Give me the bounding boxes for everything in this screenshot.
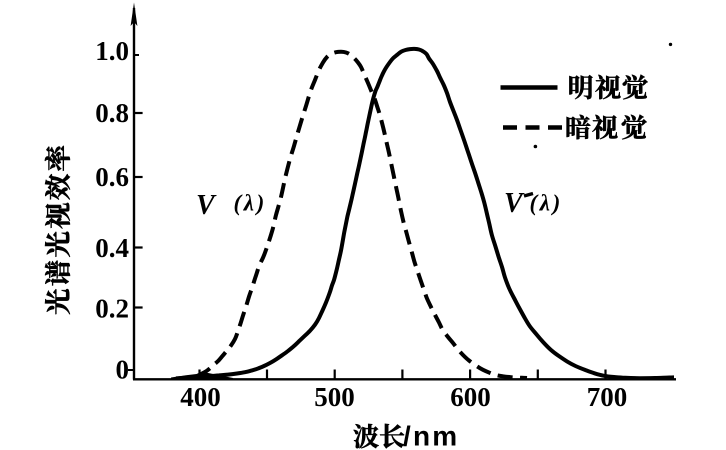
svg-text:(λ): (λ) xyxy=(234,191,267,216)
svg-text:700: 700 xyxy=(587,382,628,412)
svg-text:0.6: 0.6 xyxy=(95,162,129,192)
svg-text:0.4: 0.4 xyxy=(95,233,129,263)
svg-text:0: 0 xyxy=(116,355,130,385)
svg-text:(λ): (λ) xyxy=(530,191,563,216)
svg-text:V: V xyxy=(504,188,525,219)
svg-text:500: 500 xyxy=(314,382,355,412)
svg-text:600: 600 xyxy=(450,382,491,412)
svg-text:400: 400 xyxy=(180,382,221,412)
svg-text:/nm: /nm xyxy=(403,421,459,450)
svg-text:0.2: 0.2 xyxy=(95,294,129,324)
svg-text:1.0: 1.0 xyxy=(95,36,129,66)
svg-text:V: V xyxy=(196,190,217,221)
svg-text:0.8: 0.8 xyxy=(95,98,129,128)
